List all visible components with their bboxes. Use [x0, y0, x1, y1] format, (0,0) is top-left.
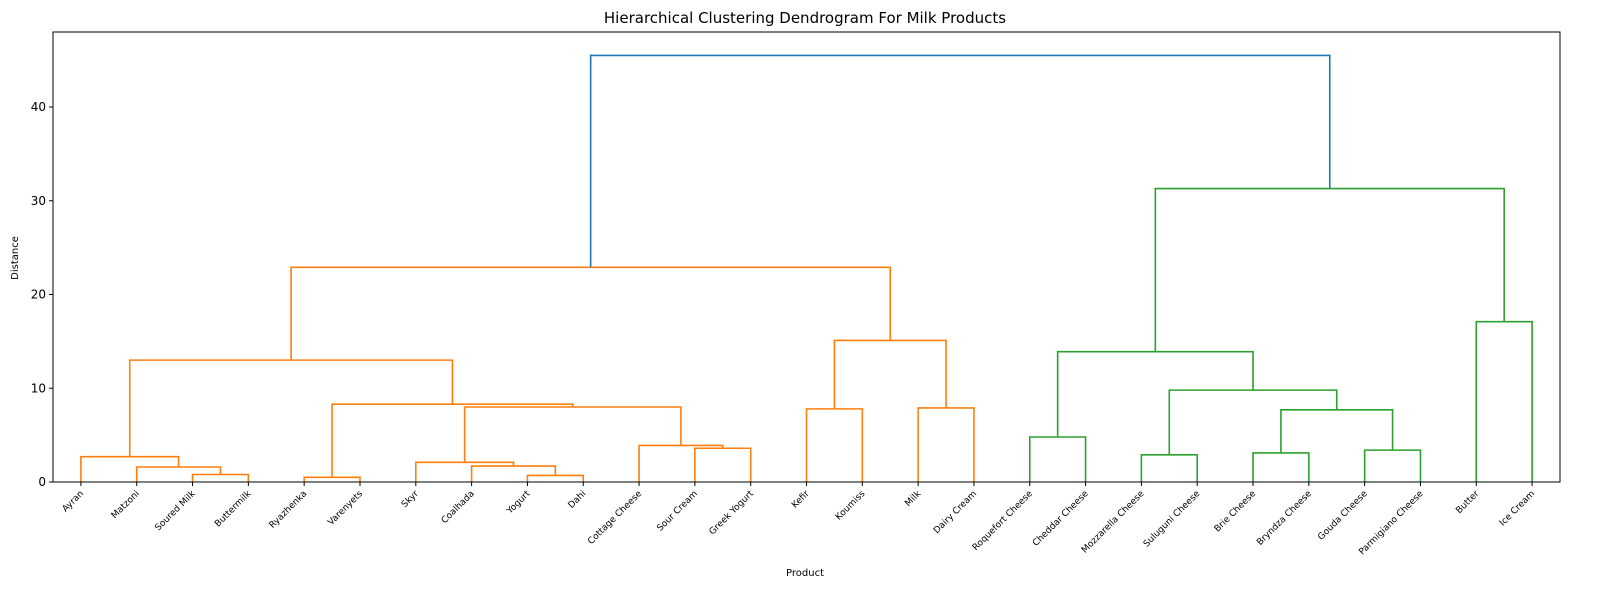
leaf-label: Dahi [567, 489, 589, 511]
link-m21 [1168, 389, 1338, 455]
link-m12 [805, 408, 864, 482]
y-axis-label: Distance [10, 236, 21, 280]
leaf-label: Mozzarella Cheese [1080, 489, 1147, 556]
link-m4 [526, 474, 585, 482]
leaf-label: Matzoni [110, 489, 142, 521]
leaf-label: Yogurt [505, 489, 533, 517]
leaf-label: Butter [1454, 489, 1481, 516]
link-m22 [1056, 350, 1254, 437]
link-m13 [917, 407, 975, 482]
leaf-label: Gouda Cheese [1316, 489, 1370, 543]
leaf-label: Suluguni Cheese [1142, 489, 1203, 550]
link-m18 [1252, 452, 1310, 482]
link-m2 [80, 455, 180, 482]
leaf-label: Skyr [400, 489, 421, 510]
y-tick-label: 20 [31, 288, 46, 302]
link-m14 [833, 339, 947, 409]
leaf-label: Brie Cheese [1213, 489, 1259, 535]
leaf-label: Kefir [790, 489, 812, 511]
y-tick-label: 40 [31, 100, 46, 114]
link-m8 [638, 444, 724, 482]
link-m6 [414, 461, 515, 482]
leaf-label: Buttermilk [213, 488, 254, 529]
link-m10 [331, 403, 574, 478]
link-m9 [463, 406, 682, 463]
leaf-label: Ayran [61, 489, 86, 514]
y-axis: 0 10 20 30 40 [31, 100, 53, 489]
leaf-label: Ice Cream [1498, 489, 1537, 528]
leaf-label: Bryndza Cheese [1255, 489, 1314, 548]
link-m20 [1280, 409, 1394, 453]
link-m25 [589, 54, 1331, 268]
y-tick-label: 10 [31, 381, 46, 395]
link-m19 [1363, 449, 1422, 482]
leaf-label: Coalhada [440, 489, 477, 526]
leaf-label: Cottage Cheese [586, 489, 644, 547]
chart-title: Hierarchical Clustering Dendrogram For M… [604, 9, 1006, 27]
y-tick-label: 0 [38, 475, 46, 489]
leaf-label: Varenyets [326, 489, 365, 528]
leaf-label: Dairy Cream [932, 489, 979, 536]
leaf-label: Greek Yogurt [708, 489, 756, 537]
link-m15 [290, 266, 892, 361]
link-m24 [1154, 187, 1505, 352]
link-m11 [128, 359, 454, 457]
y-tick-label: 30 [31, 194, 46, 208]
link-m16 [1028, 436, 1087, 482]
leaf-label: Soured Milk [153, 488, 198, 533]
link-m17 [1140, 454, 1198, 482]
dendrogram-links [80, 54, 1533, 482]
link-m0 [191, 473, 250, 482]
link-m3 [303, 476, 361, 482]
leaf-label: Ryazhenka [268, 489, 310, 531]
x-axis-label: Product [786, 568, 824, 579]
link-m7 [694, 447, 752, 482]
link-m5 [470, 465, 557, 482]
leaf-label: Koumiss [834, 489, 868, 523]
leaf-label: Sour Cream [655, 489, 700, 534]
leaf-label: Parmigiano Cheese [1357, 489, 1426, 558]
leaf-label: Cheddar Cheese [1031, 489, 1091, 549]
x-axis: Ayran Matzoni Soured Milk Buttermilk Ryazhen… [61, 482, 1537, 557]
leaf-label: Roquefort Cheese [971, 489, 1035, 553]
link-m23 [1475, 320, 1533, 482]
leaf-label: Milk [903, 488, 923, 508]
